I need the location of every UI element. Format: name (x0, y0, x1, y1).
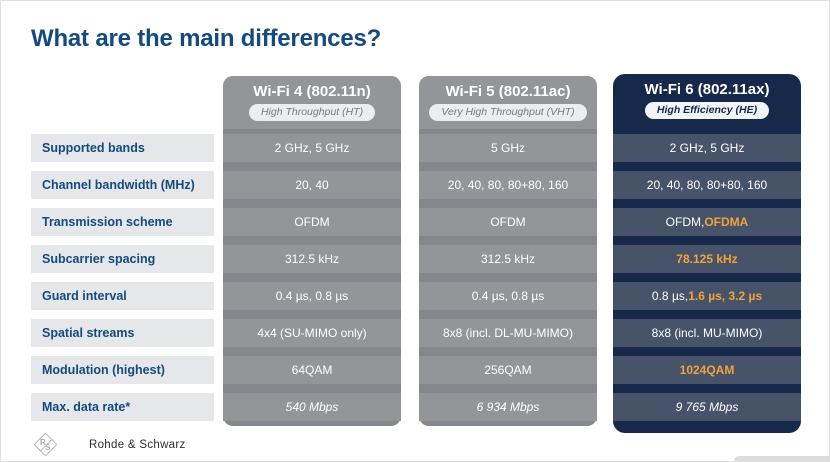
cell: 64QAM (223, 356, 401, 384)
cell: OFDM (419, 208, 597, 236)
cell: 20, 40 (223, 171, 401, 199)
cell-highlight-text: 1024QAM (679, 363, 735, 377)
cell-text: OFDM, (665, 215, 705, 229)
cell: 312.5 kHz (223, 245, 401, 273)
logo-letter-r: R (40, 438, 46, 447)
cell: OFDM (223, 208, 401, 236)
cell: 6 934 Mbps (419, 393, 597, 421)
cell: 2 GHz, 5 GHz (223, 134, 401, 162)
cell: 312.5 kHz (419, 245, 597, 273)
column-subtitle-badge: Very High Throughput (VHT) (429, 104, 587, 121)
column-title: Wi-Fi 6 (802.11ax) (644, 81, 770, 98)
cell: 9 765 Mbps (613, 393, 801, 421)
cell: 540 Mbps (223, 393, 401, 421)
column-card-6: Wi-Fi 6 (802.11ax) High Efficiency (HE) 2 … (613, 74, 801, 433)
column-card-5: Wi-Fi 5 (802.11ac) Very High Throughput (… (419, 76, 597, 426)
column-header: Wi-Fi 6 (802.11ax) High Efficiency (HE) (613, 74, 801, 129)
cell: 0.4 µs, 0.8 µs (223, 282, 401, 310)
cell: 0.4 µs, 0.8 µs (419, 282, 597, 310)
cell-text: 0.8 µs, (651, 289, 689, 303)
row-label: Modulation (highest) (31, 356, 214, 384)
column-header: Wi-Fi 5 (802.11ac) Very High Throughput (… (419, 76, 597, 131)
cell: 256QAM (419, 356, 597, 384)
column-title: Wi-Fi 5 (802.11ac) (445, 83, 571, 100)
cell: 78.125 kHz (613, 245, 801, 273)
cell: OFDM, OFDMA (613, 208, 801, 236)
cell: 20, 40, 80, 80+80, 160 (613, 171, 801, 199)
row-label: Supported bands (31, 134, 214, 162)
logo-letter-s: S (45, 443, 51, 452)
column-header: Wi-Fi 4 (802.11n) High Throughput (HT) (223, 76, 401, 131)
cell: 8x8 (incl. MU-MIMO) (613, 319, 801, 347)
cell: 1024QAM (613, 356, 801, 384)
column-subtitle-badge: High Efficiency (HE) (644, 102, 770, 119)
row-label: Subcarrier spacing (31, 245, 214, 273)
cell-highlight-text: 78.125 kHz (676, 252, 738, 266)
row-label: Spatial streams (31, 319, 214, 347)
cell: 0.8 µs, 1.6 µs, 3.2 µs (613, 282, 801, 310)
slide-title: What are the main differences? (31, 25, 382, 52)
rohde-schwarz-logo-icon: R S (33, 432, 59, 458)
row-label: Transmission scheme (31, 208, 214, 236)
cell: 2 GHz, 5 GHz (613, 134, 801, 162)
cell: 20, 40, 80, 80+80, 160 (419, 171, 597, 199)
cell: 5 GHz (419, 134, 597, 162)
bottom-right-tab (734, 456, 829, 461)
row-label: Channel bandwidth (MHz) (31, 171, 214, 199)
column-subtitle-badge: High Throughput (HT) (248, 104, 376, 121)
cell-highlight-text: 1.6 µs, 3.2 µs (688, 289, 763, 303)
column-title: Wi-Fi 4 (802.11n) (253, 83, 371, 100)
footer-brand: Rohde & Schwarz (89, 439, 186, 451)
cell: 4x4 (SU-MIMO only) (223, 319, 401, 347)
column-card-4: Wi-Fi 4 (802.11n) High Throughput (HT) 2 G… (223, 76, 401, 426)
cell: 8x8 (incl. DL-MU-MIMO) (419, 319, 597, 347)
cell-highlight-text: OFDMA (704, 215, 749, 229)
row-label: Guard interval (31, 282, 214, 310)
row-label: Max. data rate* (31, 393, 214, 421)
footer: R S Rohde & Schwarz (1, 431, 829, 461)
